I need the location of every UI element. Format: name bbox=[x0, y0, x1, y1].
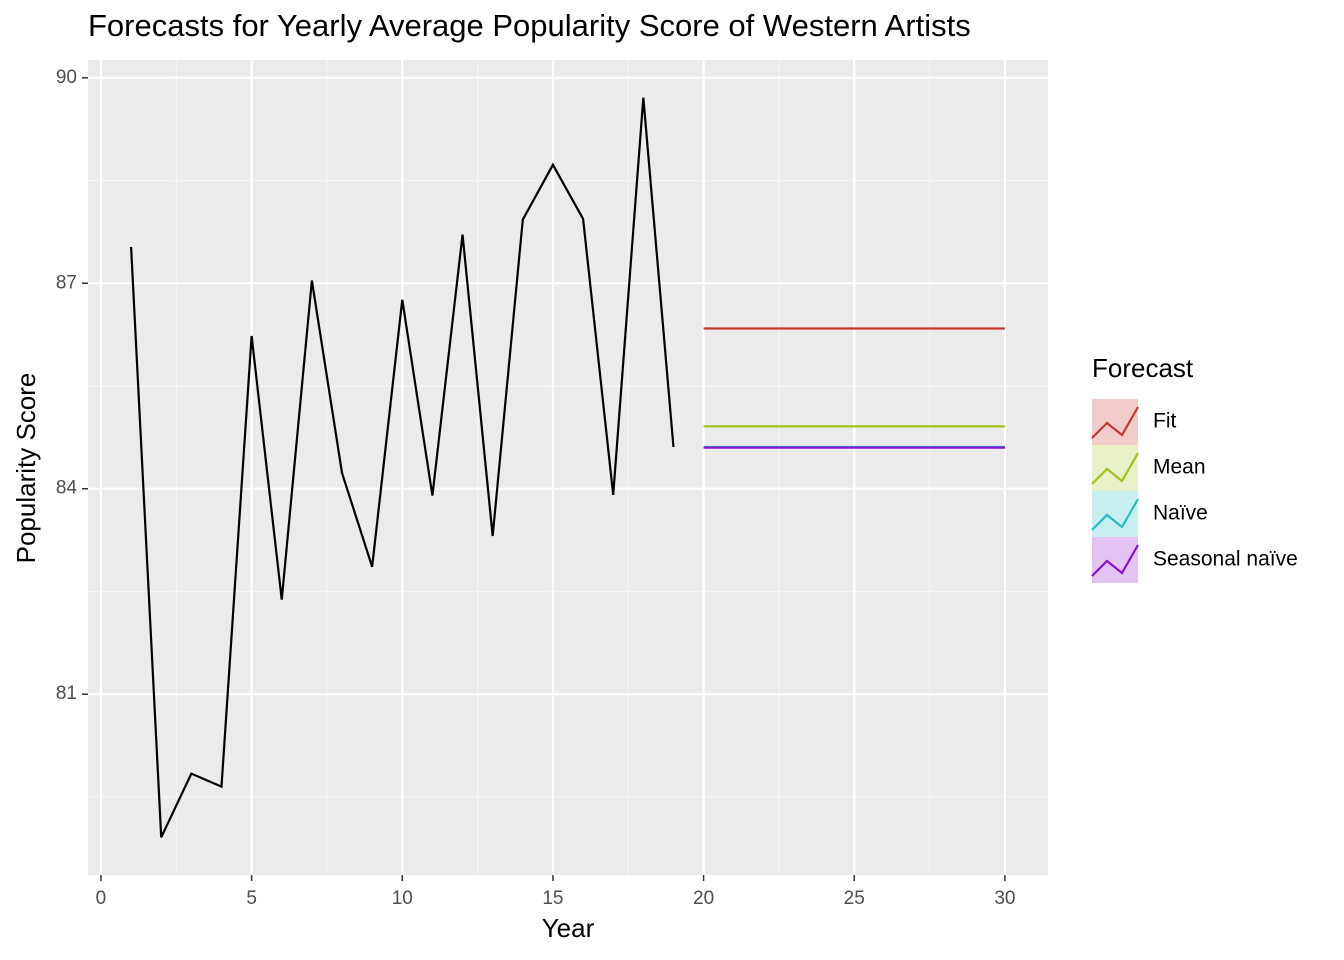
legend-label: Seasonal naïve bbox=[1153, 548, 1298, 571]
x-tick-label: 15 bbox=[542, 888, 563, 909]
y-tick-label: 87 bbox=[56, 272, 77, 293]
x-tick-label: 20 bbox=[693, 888, 714, 909]
y-tick-label: 90 bbox=[56, 67, 77, 88]
x-tick-label: 10 bbox=[392, 888, 413, 909]
legend-key bbox=[1092, 399, 1138, 445]
legend-key-line bbox=[1091, 498, 1139, 531]
legend-label: Mean bbox=[1153, 456, 1206, 479]
legend-label: Naïve bbox=[1153, 502, 1208, 525]
legend-title: Forecast bbox=[1092, 353, 1194, 383]
x-axis-label: Year bbox=[542, 913, 595, 943]
legend-key-line bbox=[1091, 406, 1139, 439]
y-tick-label: 84 bbox=[56, 478, 78, 499]
legend-key-line bbox=[1091, 452, 1139, 485]
x-tick-label: 25 bbox=[844, 888, 865, 909]
legend-key bbox=[1092, 445, 1138, 491]
legend-key bbox=[1092, 537, 1138, 583]
x-tick-label: 5 bbox=[246, 888, 257, 909]
legend-key-line bbox=[1091, 544, 1139, 577]
legend-label: Fit bbox=[1153, 410, 1176, 433]
panel bbox=[88, 60, 1048, 875]
chart-title: Forecasts for Yearly Average Popularity … bbox=[88, 8, 971, 43]
legend-key bbox=[1092, 491, 1138, 537]
x-tick-label: 0 bbox=[96, 888, 107, 909]
y-axis-label: Popularity Score bbox=[11, 373, 41, 564]
x-tick-label: 30 bbox=[994, 888, 1015, 909]
y-tick-label: 81 bbox=[56, 683, 77, 704]
history-line bbox=[129, 97, 675, 838]
